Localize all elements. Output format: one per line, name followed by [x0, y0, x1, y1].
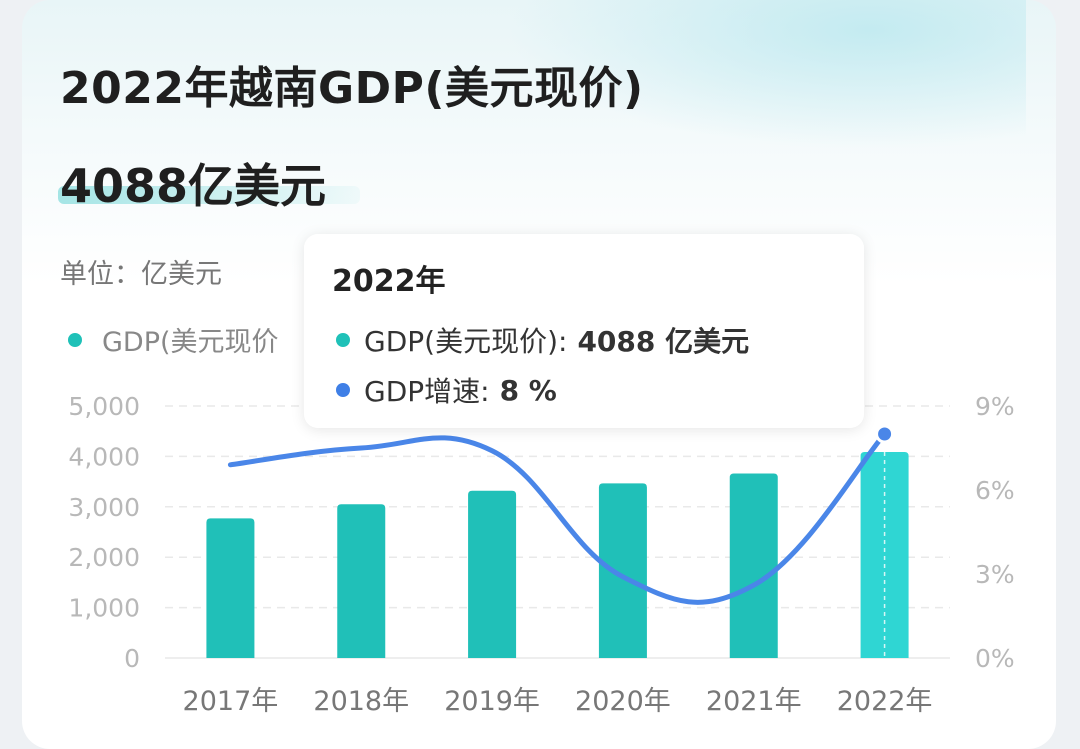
- tooltip-growth-dot-icon: [336, 383, 350, 397]
- y-left-tick-label: 1,000: [68, 594, 140, 623]
- unit-label: 单位：亿美元: [60, 259, 222, 290]
- y-left-tick-label: 5,000: [68, 392, 140, 421]
- line-series: [227, 424, 895, 605]
- tooltip-growth-value: 8 %: [499, 373, 557, 407]
- gdp-bar: [860, 451, 909, 658]
- value-highlight: [58, 186, 360, 204]
- x-tick-label: 2021年: [706, 686, 802, 717]
- tooltip-growth-label: GDP增速:: [364, 375, 490, 408]
- gdp-bar: [337, 504, 386, 658]
- gdp-bar: [468, 490, 517, 658]
- x-tick-label: 2020年: [575, 686, 671, 717]
- y-left-axis: 0 1,000 2,000 3,000 4,000 5,000: [68, 392, 140, 673]
- y-left-tick-label: 4,000: [68, 442, 140, 471]
- chart-card: [22, 0, 1056, 749]
- grid-lines: [165, 405, 950, 659]
- page-title: 2022年越南GDP(美元现价): [60, 63, 644, 114]
- gdp-bar: [598, 483, 647, 658]
- y-right-tick-label: 6%: [975, 476, 1015, 505]
- gdp-bar: [729, 473, 778, 658]
- growth-point-highlight: [875, 424, 895, 444]
- y-left-tick-label: 2,000: [68, 543, 140, 572]
- y-left-tick-label: 0: [124, 644, 140, 673]
- growth-line: [227, 431, 888, 605]
- x-tick-label: 2019年: [444, 686, 540, 717]
- tooltip-year: 2022年: [332, 264, 446, 299]
- tooltip-gdp-value: 4088 亿美元: [577, 325, 750, 358]
- legend-dot-icon: [68, 332, 82, 347]
- y-right-axis: 0% 3% 6% 9%: [975, 392, 1015, 673]
- header-glow: [506, 0, 1026, 150]
- tooltip-gdp-label: GDP(美元现价):: [364, 325, 568, 358]
- legend-gdp[interactable]: GDP(美元现价: [68, 320, 279, 359]
- tooltip-growth-row: GDP增速: 8 %: [336, 370, 557, 410]
- tooltip-gdp-row: GDP(美元现价): 4088 亿美元: [336, 320, 749, 360]
- x-tick-label: 2018年: [313, 686, 409, 717]
- bar-series: [206, 451, 909, 658]
- headline-value: 4088亿美元: [60, 159, 327, 213]
- gdp-bar: [206, 518, 255, 658]
- y-left-tick-label: 3,000: [68, 493, 140, 522]
- x-tick-label: 2022年: [837, 686, 933, 717]
- y-right-tick-label: 3%: [975, 560, 1015, 589]
- legend-gdp-label: GDP(美元现价: [102, 327, 279, 358]
- y-right-tick-label: 0%: [975, 644, 1015, 673]
- tooltip-gdp-dot-icon: [336, 333, 350, 347]
- y-right-tick-label: 9%: [975, 392, 1015, 421]
- x-tick-label: 2017年: [183, 686, 279, 717]
- tooltip: 2022年 GDP(美元现价): 4088 亿美元 GDP增速: 8 %: [304, 234, 864, 428]
- x-axis: 2017年 2018年 2019年 2020年 2021年 2022年: [183, 686, 933, 717]
